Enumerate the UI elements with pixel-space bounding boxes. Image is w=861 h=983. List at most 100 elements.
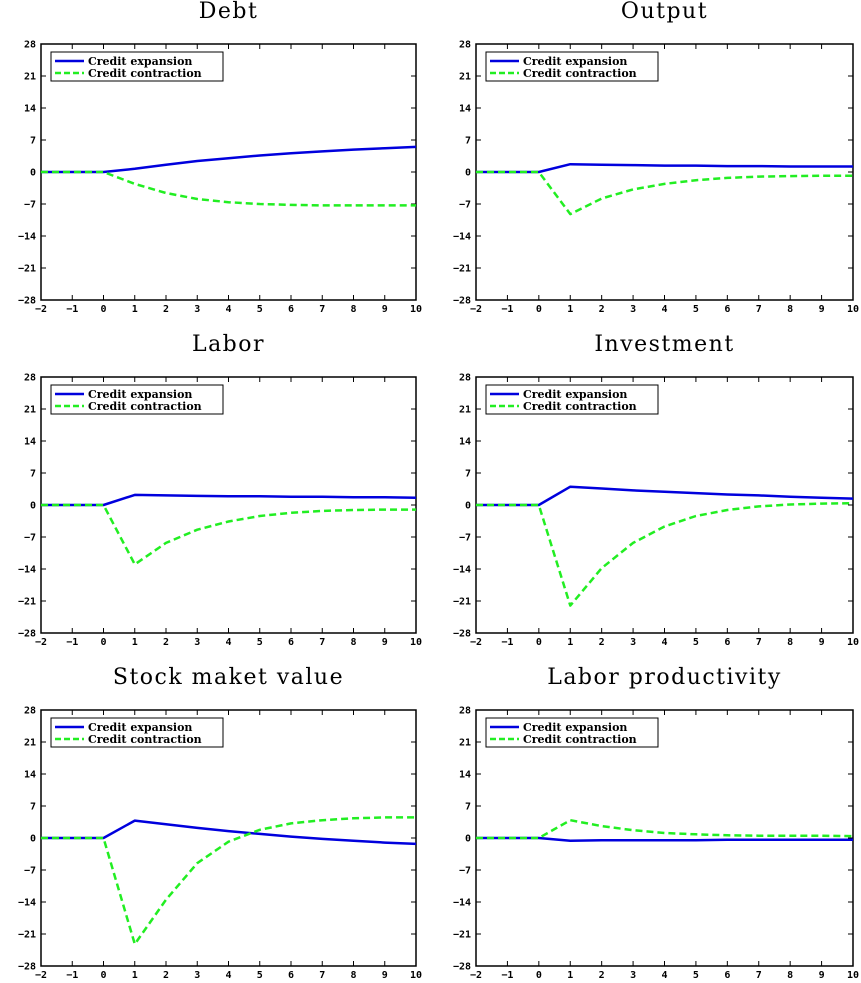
x-tick-label: 2 xyxy=(599,637,605,648)
x-tick-label: 3 xyxy=(630,970,636,981)
y-tick-label: 7 xyxy=(465,469,471,480)
x-tick-label: 3 xyxy=(630,304,636,315)
chart-panel-4: Investment 28 21 14 7 0 −7 −14 −21 −28−2 −1 0 1 2 3 4 5 6… xyxy=(453,332,859,648)
x-tick-label: 8 xyxy=(350,637,356,648)
x-tick-label: 5 xyxy=(257,304,263,315)
x-tick-label: 8 xyxy=(350,304,356,315)
x-tick-label: 1 xyxy=(132,637,138,648)
x-tick-label: 5 xyxy=(693,637,699,648)
y-tick-label: −21 xyxy=(453,597,471,608)
x-tick-label: 5 xyxy=(257,637,263,648)
series-line-credit-contraction xyxy=(41,170,416,207)
x-tick-label: −1 xyxy=(66,970,78,981)
y-tick-label: 7 xyxy=(465,802,471,813)
x-tick-label: 3 xyxy=(194,304,200,315)
y-tick-label: 0 xyxy=(30,834,36,845)
x-tick-label: −1 xyxy=(66,304,78,315)
x-tick-label: −2 xyxy=(470,304,482,315)
y-tick-label: 0 xyxy=(30,168,36,179)
legend xyxy=(50,384,224,415)
y-tick-label: 28 xyxy=(459,706,471,717)
y-tick-label: −14 xyxy=(18,232,36,243)
y-tick-label: −14 xyxy=(18,565,36,576)
y-tick-label: −7 xyxy=(24,533,36,544)
x-tick-label: 4 xyxy=(225,304,231,315)
legend-label: Credit expansion xyxy=(88,721,192,734)
x-tick-label: 3 xyxy=(194,637,200,648)
x-tick-label: −2 xyxy=(35,304,47,315)
legend-label: Credit contraction xyxy=(88,67,202,80)
y-tick-label: 7 xyxy=(30,136,36,147)
y-tick-label: 28 xyxy=(459,40,471,51)
x-tick-label: 10 xyxy=(410,970,422,981)
chart-panel-2: Output 28 21 14 7 0 −7 −14 −21 −28−2 −1 0 1 2 3 4 5 6 7 8 9 1… xyxy=(453,0,859,315)
y-tick-label: 14 xyxy=(459,437,471,448)
y-tick-label: 21 xyxy=(459,405,471,416)
y-tick-label: −14 xyxy=(453,898,471,909)
legend-label: Credit contraction xyxy=(523,67,637,80)
series-line-credit-expansion xyxy=(476,836,853,842)
x-tick-label: −2 xyxy=(35,637,47,648)
y-tick-label: −14 xyxy=(453,565,471,576)
panel-title: Labor productivity xyxy=(547,665,782,690)
y-tick-label: 21 xyxy=(24,405,36,416)
y-tick-label: −28 xyxy=(453,296,471,307)
x-tick-label: 0 xyxy=(536,637,542,648)
y-tick-label: 21 xyxy=(459,738,471,749)
legend-label: Credit expansion xyxy=(88,388,192,401)
y-tick-label: −28 xyxy=(18,962,36,973)
x-tick-label: 6 xyxy=(724,304,730,315)
x-tick-label: 1 xyxy=(567,970,573,981)
x-tick-label: −2 xyxy=(470,970,482,981)
x-tick-label: 1 xyxy=(132,970,138,981)
x-tick-label: 2 xyxy=(599,970,605,981)
x-tick-label: 3 xyxy=(630,637,636,648)
y-tick-label: −21 xyxy=(453,264,471,275)
y-tick-label: 28 xyxy=(24,40,36,51)
x-tick-label: 2 xyxy=(163,637,169,648)
x-tick-label: 8 xyxy=(787,970,793,981)
x-tick-label: −1 xyxy=(66,637,78,648)
x-tick-label: 9 xyxy=(382,304,388,315)
x-tick-label: 8 xyxy=(350,970,356,981)
x-tick-label: 7 xyxy=(756,637,762,648)
x-tick-label: 9 xyxy=(382,637,388,648)
y-tick-label: 21 xyxy=(24,72,36,83)
legend-label: Credit contraction xyxy=(88,733,202,746)
y-tick-label: 0 xyxy=(465,501,471,512)
x-tick-label: 10 xyxy=(410,304,422,315)
x-tick-label: 1 xyxy=(132,304,138,315)
panel-title: Debt xyxy=(199,0,259,24)
y-tick-label: −21 xyxy=(18,264,36,275)
y-tick-label: −14 xyxy=(18,898,36,909)
x-tick-label: 6 xyxy=(288,637,294,648)
x-tick-label: −2 xyxy=(35,970,47,981)
panel-title: Stock maket value xyxy=(113,665,344,690)
y-tick-label: −28 xyxy=(18,629,36,640)
y-tick-label: 21 xyxy=(24,738,36,749)
x-tick-label: 5 xyxy=(693,304,699,315)
x-tick-label: 7 xyxy=(319,304,325,315)
chart-panel-1: Debt 28 21 14 7 0 −7 −14 −21 −28−2 −1 0 1 2 3 4 5 6 7 8 9 10 C… xyxy=(18,0,422,315)
series-line-credit-expansion xyxy=(476,485,854,507)
y-tick-label: 0 xyxy=(465,834,471,845)
legend xyxy=(485,51,659,82)
y-tick-label: 14 xyxy=(24,104,36,115)
y-tick-label: 14 xyxy=(24,770,36,781)
y-tick-label: 21 xyxy=(459,72,471,83)
x-tick-label: 7 xyxy=(756,970,762,981)
x-tick-label: 0 xyxy=(100,637,106,648)
y-tick-label: −7 xyxy=(24,866,36,877)
x-tick-label: 4 xyxy=(225,637,231,648)
y-tick-label: 28 xyxy=(459,373,471,384)
y-tick-label: −7 xyxy=(459,866,471,877)
x-tick-label: −1 xyxy=(501,970,513,981)
legend xyxy=(485,717,659,748)
x-tick-label: 2 xyxy=(163,970,169,981)
x-tick-label: 4 xyxy=(661,304,667,315)
y-tick-label: 7 xyxy=(465,136,471,147)
y-tick-label: 14 xyxy=(459,104,471,115)
x-tick-label: 6 xyxy=(724,637,730,648)
x-tick-label: 0 xyxy=(536,970,542,981)
